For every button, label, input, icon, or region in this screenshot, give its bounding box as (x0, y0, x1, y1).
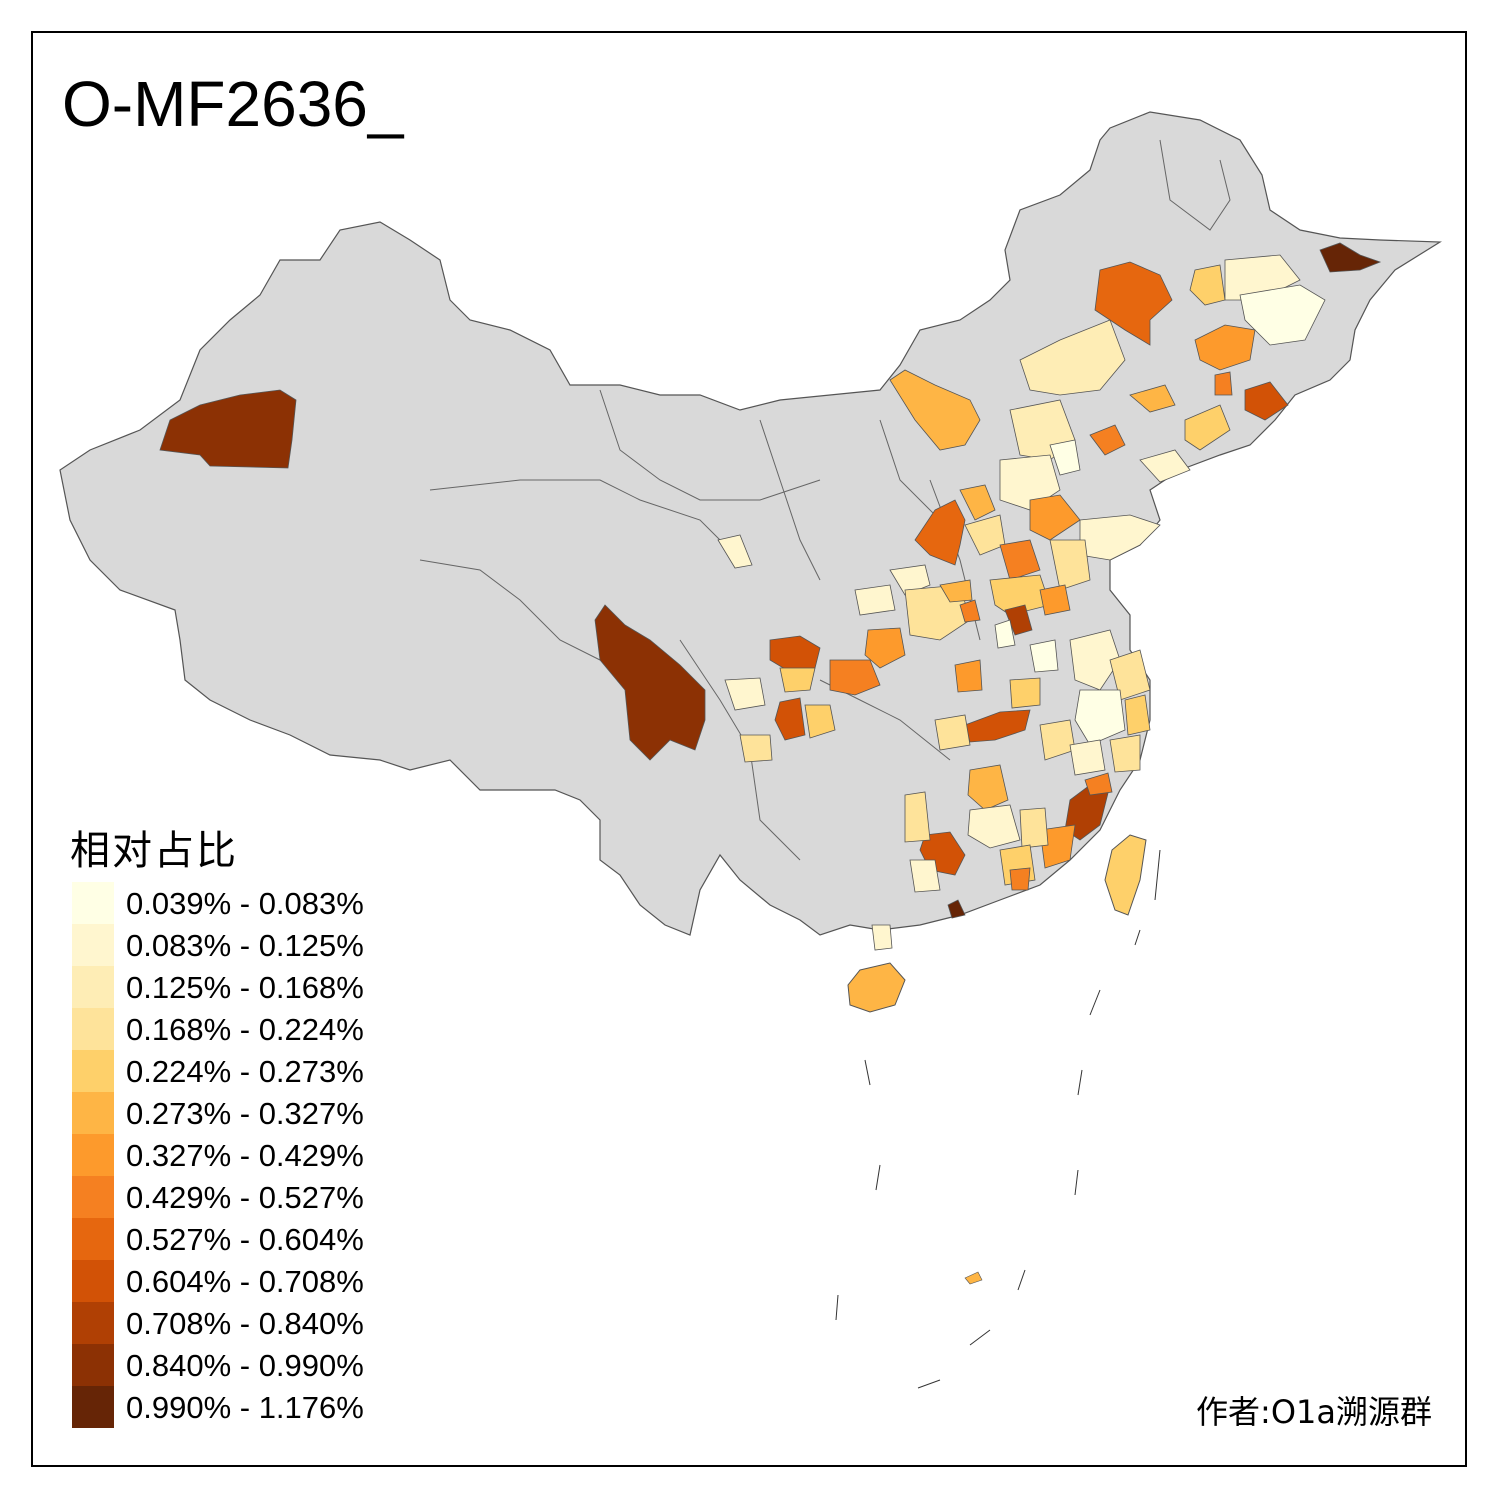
region-zhejiang-1 (1074, 689, 1126, 746)
region-shaanxi-4 (959, 599, 981, 623)
region-xizang-dark (594, 604, 706, 761)
legend-label: 0.990% - 1.176% (126, 1390, 364, 1425)
region-shandong-1 (1079, 514, 1161, 561)
region-jilin-1 (1194, 324, 1256, 371)
legend-label: 0.708% - 0.840% (126, 1306, 364, 1341)
region-guangxi-3 (909, 859, 941, 893)
region-hebei-4 (1049, 439, 1081, 476)
region-shaanxi-5 (854, 584, 896, 616)
china-mainland (59, 111, 1442, 936)
region-jilin-3 (1214, 371, 1233, 396)
region-sichuan-4 (829, 659, 881, 696)
region-sichuan-7 (804, 704, 836, 739)
region-gansu-1 (717, 534, 753, 569)
legend-label: 0.604% - 0.708% (126, 1264, 364, 1299)
map-frame (31, 31, 1467, 1467)
legend-label: 0.429% - 0.527% (126, 1180, 364, 1215)
region-hlj-3 (1239, 284, 1326, 346)
legend-label: 0.840% - 0.990% (126, 1348, 364, 1383)
region-heilongjiang-darkest (1319, 242, 1382, 273)
region-shaanxi-1 (889, 564, 931, 596)
region-jilin-2 (1244, 381, 1289, 421)
legend-swatch (72, 1176, 114, 1218)
region-anhui-1 (1069, 629, 1121, 691)
legend-label: 0.527% - 0.604% (126, 1222, 364, 1257)
legend-title: 相对占比 (70, 828, 238, 874)
choropleth-regions (159, 242, 1382, 951)
legend-label: 0.125% - 0.168% (126, 970, 364, 1005)
legend-swatch (72, 1050, 114, 1092)
legend-swatch (72, 882, 114, 924)
region-hunan-2 (967, 804, 1021, 849)
region-shanxi-1 (914, 499, 966, 566)
region-shandong-2 (1049, 539, 1091, 591)
region-henan-3 (989, 574, 1051, 616)
region-yunnan-1 (739, 734, 773, 763)
map-title: O-MF2636_ (62, 68, 404, 140)
legend-swatch (72, 924, 114, 966)
region-sichuan-2 (779, 667, 816, 693)
region-guangxi-4 (871, 924, 893, 951)
region-sichuan-3 (864, 627, 906, 669)
taiwan (1104, 834, 1147, 916)
region-jiangxi-3 (1109, 734, 1141, 773)
legend-label: 0.039% - 0.083% (126, 886, 364, 921)
legend-swatch (72, 1092, 114, 1134)
legend-label: 0.224% - 0.273% (126, 1054, 364, 1089)
legend-label: 0.168% - 0.224% (126, 1012, 364, 1047)
region-shanxi-2 (959, 484, 996, 521)
legend-swatch (72, 966, 114, 1008)
legend-label: 0.083% - 0.125% (126, 928, 364, 963)
region-liaoning-2 (1184, 404, 1231, 451)
region-henan-6 (994, 619, 1016, 649)
region-henan-1 (1029, 494, 1081, 541)
legend-swatch (72, 1218, 114, 1260)
legend-swatch (72, 1386, 114, 1428)
legend-label: 0.327% - 0.429% (126, 1138, 364, 1173)
region-hubei-1 (964, 709, 1031, 743)
south-china-sea-islands (835, 849, 1161, 1389)
region-hlj-1 (1189, 264, 1226, 306)
region-xinjiang-dark (159, 389, 297, 469)
region-guangdong-1 (1019, 807, 1049, 849)
region-hubei-3 (1009, 677, 1041, 709)
legend-swatch (72, 1008, 114, 1050)
region-hulunbuir (1094, 261, 1173, 346)
legend-swatch (72, 1134, 114, 1176)
region-hunan-1 (967, 764, 1009, 811)
region-jiangxi-2 (1069, 739, 1106, 776)
hainan (847, 962, 906, 1013)
region-liaoning-3 (1139, 449, 1191, 483)
region-anhui-2 (1029, 639, 1059, 673)
region-hubei-4 (954, 659, 983, 693)
region-fujian-2 (1039, 824, 1076, 869)
region-nm-1 (1019, 319, 1126, 396)
region-guangxi-2 (904, 791, 931, 843)
region-henan-4 (1039, 584, 1071, 616)
region-hebei-1 (1089, 424, 1126, 456)
author-credit: 作者:O1a溯源群 (1196, 1393, 1432, 1431)
region-sichuan-6 (774, 697, 806, 741)
region-shaanxi-3 (939, 579, 973, 603)
legend-swatch (72, 1260, 114, 1302)
region-liaoning-1 (1129, 384, 1176, 413)
region-nm-2 (889, 369, 981, 451)
region-jiangsu-1 (1109, 649, 1151, 701)
legend-swatch (72, 1302, 114, 1344)
region-henan-2 (999, 539, 1041, 581)
region-guangdong-4 (947, 899, 966, 919)
region-fujian-3 (1084, 772, 1113, 796)
island-orange (964, 1271, 983, 1285)
region-sichuan-5 (724, 677, 766, 711)
legend-swatch (72, 1344, 114, 1386)
region-guangdong-3 (1009, 867, 1031, 891)
legend-label: 0.273% - 0.327% (126, 1096, 364, 1131)
region-zhejiang-2 (1124, 694, 1151, 736)
region-hubei-2 (934, 714, 971, 751)
